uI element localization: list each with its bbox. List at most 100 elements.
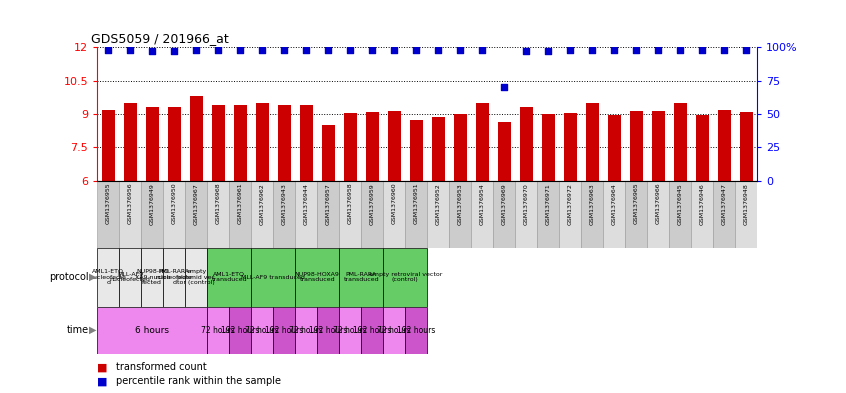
- Bar: [251, 307, 273, 354]
- Point: [475, 47, 489, 53]
- Text: GSM1376966: GSM1376966: [656, 183, 661, 224]
- Text: NUP98-HO
XA9 nucleo
fected: NUP98-HO XA9 nucleo fected: [135, 269, 170, 285]
- Text: 72 hours: 72 hours: [245, 326, 279, 334]
- Text: GSM1376960: GSM1376960: [392, 183, 397, 224]
- Bar: [717, 110, 731, 181]
- Text: GSM1376964: GSM1376964: [612, 183, 617, 224]
- Bar: [453, 114, 467, 181]
- Text: GSM1376947: GSM1376947: [722, 183, 727, 225]
- Bar: [427, 181, 449, 248]
- Point: [255, 47, 269, 53]
- Bar: [168, 107, 181, 181]
- Bar: [277, 105, 291, 181]
- Bar: [317, 181, 339, 248]
- Text: GSM1376957: GSM1376957: [326, 183, 331, 224]
- Text: AML1-ETO
transduced: AML1-ETO transduced: [212, 272, 247, 283]
- Text: 72 hours: 72 hours: [333, 326, 367, 334]
- Bar: [295, 248, 339, 307]
- Bar: [97, 181, 119, 248]
- Bar: [361, 181, 383, 248]
- Bar: [251, 248, 295, 307]
- Text: GSM1376972: GSM1376972: [568, 183, 573, 225]
- Bar: [233, 105, 247, 181]
- Bar: [449, 181, 471, 248]
- Bar: [97, 248, 119, 307]
- Bar: [603, 181, 625, 248]
- Text: GSM1376946: GSM1376946: [700, 183, 705, 224]
- Text: empty retroviral vector
(control): empty retroviral vector (control): [369, 272, 442, 283]
- Bar: [124, 103, 137, 181]
- Bar: [585, 103, 599, 181]
- Point: [168, 48, 181, 54]
- Text: protocol: protocol: [49, 272, 89, 282]
- Bar: [383, 248, 427, 307]
- Point: [695, 47, 709, 53]
- Point: [651, 47, 665, 53]
- Text: ■: ■: [97, 376, 107, 386]
- Point: [212, 47, 225, 53]
- Bar: [405, 307, 427, 354]
- Point: [607, 47, 621, 53]
- Bar: [163, 181, 185, 248]
- Text: PML-RARA
nucleofecte
d: PML-RARA nucleofecte d: [156, 269, 193, 285]
- Bar: [255, 103, 269, 181]
- Text: GSM1376943: GSM1376943: [282, 183, 287, 225]
- Bar: [563, 113, 577, 181]
- Bar: [295, 307, 317, 354]
- Bar: [673, 103, 687, 181]
- Text: GDS5059 / 201966_at: GDS5059 / 201966_at: [91, 31, 228, 44]
- Bar: [497, 122, 511, 181]
- Text: ▶: ▶: [90, 272, 96, 282]
- Bar: [691, 181, 713, 248]
- Bar: [207, 181, 229, 248]
- Point: [321, 47, 335, 53]
- Bar: [97, 307, 207, 354]
- Bar: [251, 181, 273, 248]
- Bar: [739, 112, 753, 181]
- Text: MLL-AF9 transduced: MLL-AF9 transduced: [241, 275, 305, 279]
- Bar: [475, 103, 489, 181]
- Text: GSM1376953: GSM1376953: [458, 183, 463, 224]
- Text: transformed count: transformed count: [116, 362, 206, 373]
- Point: [102, 47, 115, 53]
- Bar: [559, 181, 581, 248]
- Point: [233, 47, 247, 53]
- Text: GSM1376965: GSM1376965: [634, 183, 639, 224]
- Text: GSM1376959: GSM1376959: [370, 183, 375, 224]
- Text: GSM1376962: GSM1376962: [260, 183, 265, 224]
- Bar: [317, 307, 339, 354]
- Bar: [119, 181, 141, 248]
- Bar: [383, 181, 405, 248]
- Bar: [405, 181, 427, 248]
- Bar: [361, 307, 383, 354]
- Text: GSM1376945: GSM1376945: [678, 183, 683, 224]
- Text: 72 hours: 72 hours: [377, 326, 411, 334]
- Text: GSM1376971: GSM1376971: [546, 183, 551, 224]
- Bar: [229, 181, 251, 248]
- Point: [387, 47, 401, 53]
- Bar: [185, 181, 207, 248]
- Text: 192 hours: 192 hours: [353, 326, 392, 334]
- Text: time: time: [67, 325, 89, 335]
- Text: GSM1376955: GSM1376955: [106, 183, 111, 224]
- Text: NUP98-HOXA9
transduced: NUP98-HOXA9 transduced: [294, 272, 340, 283]
- Bar: [299, 105, 313, 181]
- Bar: [212, 105, 225, 181]
- Bar: [651, 110, 665, 181]
- Point: [431, 47, 445, 53]
- Text: GSM1376963: GSM1376963: [590, 183, 595, 224]
- Bar: [607, 115, 621, 181]
- Bar: [541, 114, 555, 181]
- Point: [343, 47, 357, 53]
- Text: GSM1376967: GSM1376967: [194, 183, 199, 224]
- Bar: [669, 181, 691, 248]
- Text: AML1-ETO
nucleofecte
d: AML1-ETO nucleofecte d: [90, 269, 127, 285]
- Bar: [519, 107, 533, 181]
- Text: ■: ■: [97, 362, 107, 373]
- Text: GSM1376969: GSM1376969: [502, 183, 507, 224]
- Text: GSM1376951: GSM1376951: [414, 183, 419, 224]
- Bar: [339, 307, 361, 354]
- Text: 72 hours: 72 hours: [289, 326, 323, 334]
- Bar: [581, 181, 603, 248]
- Bar: [625, 181, 647, 248]
